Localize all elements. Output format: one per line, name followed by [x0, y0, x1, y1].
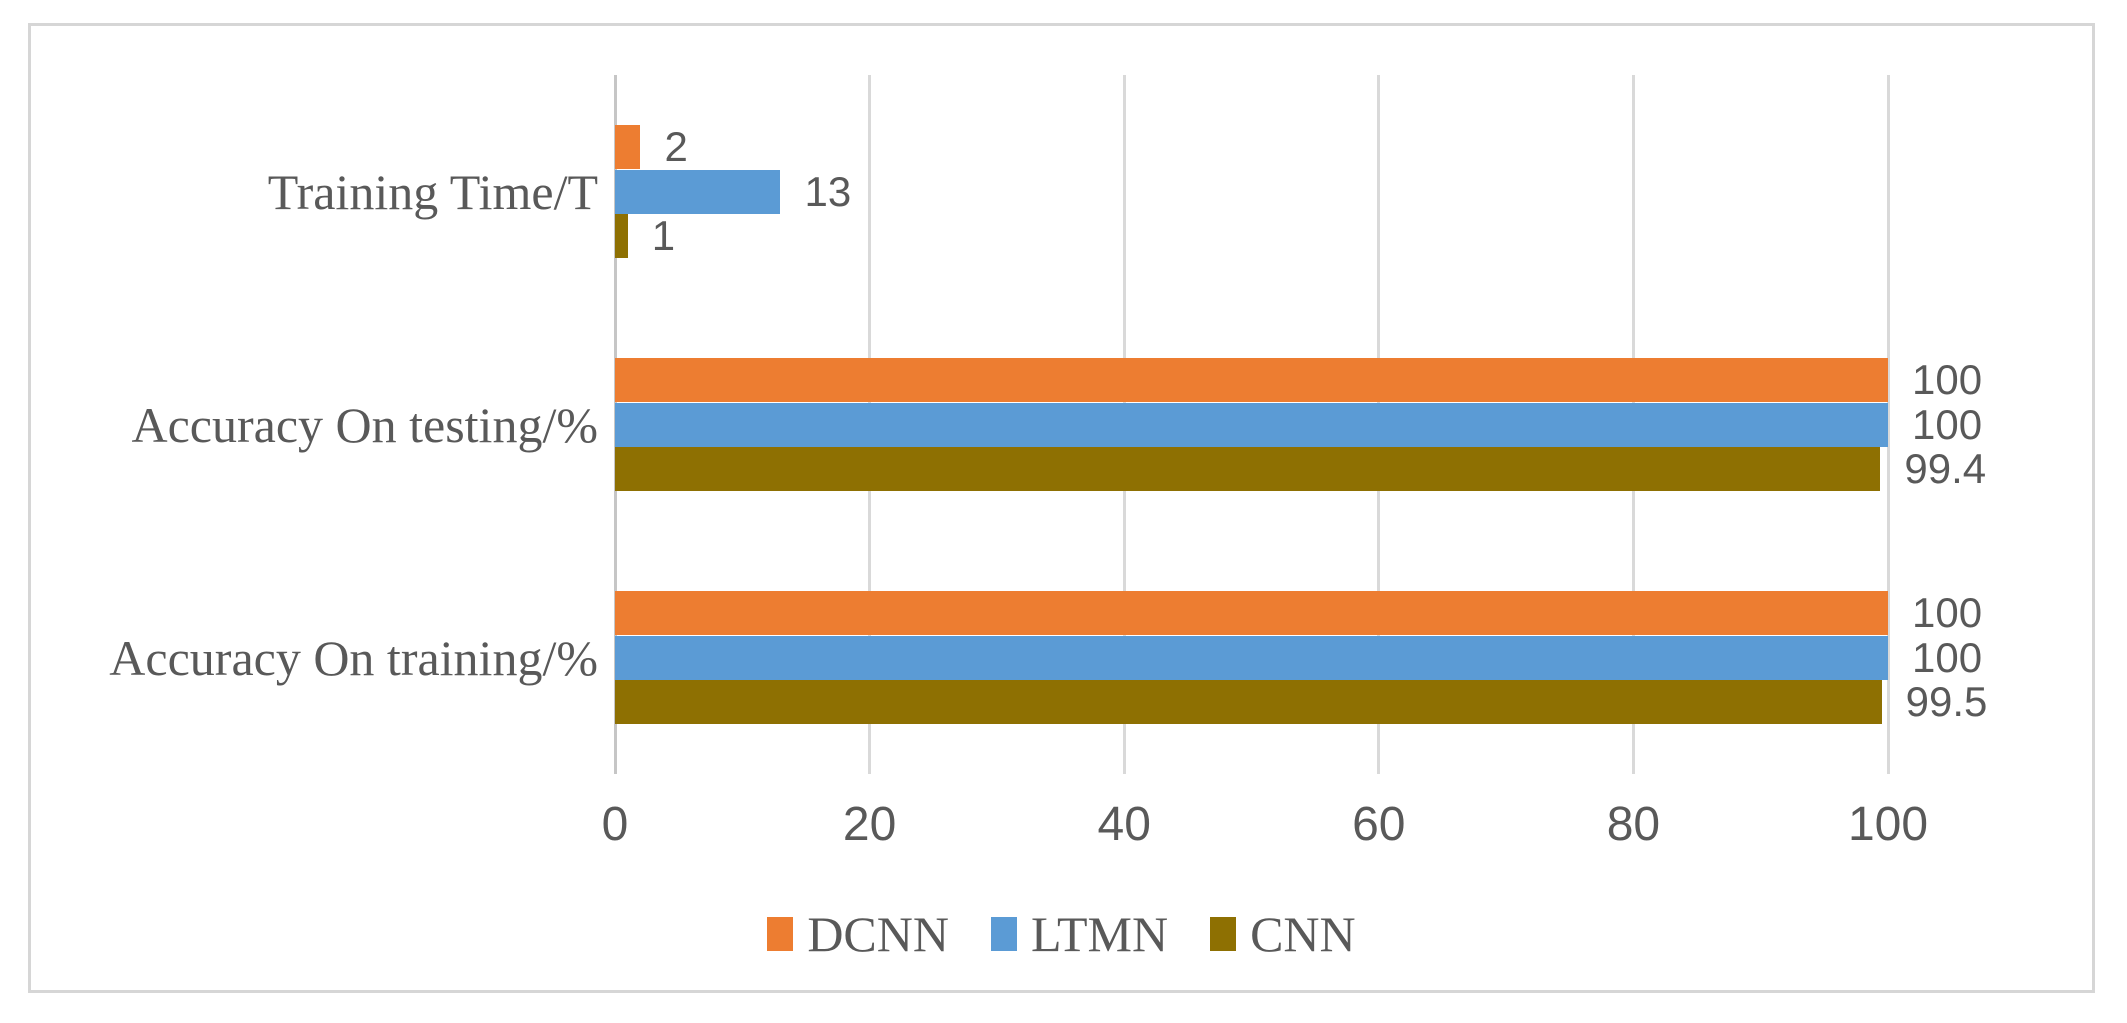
bar-cnn	[615, 680, 1882, 724]
x-tick-label: 0	[601, 798, 629, 851]
legend-item-ltmn: LTMN	[991, 906, 1168, 962]
legend-swatch-dcnn	[767, 917, 794, 951]
bar-cnn	[615, 447, 1881, 491]
x-tick-label: 80	[1606, 798, 1661, 851]
data-label-ltmn: 13	[804, 167, 852, 215]
bar-ltmn	[615, 635, 1888, 680]
category-label: Accuracy On training/%	[109, 629, 598, 686]
bar-dcnn	[615, 125, 641, 169]
data-label-dcnn: 100	[1912, 356, 1983, 403]
x-tick-label: 100	[1847, 798, 1929, 851]
data-label-cnn: 99.5	[1905, 678, 1988, 725]
legend-swatch-ltmn	[991, 917, 1018, 951]
data-label-dcnn: 100	[1912, 589, 1983, 636]
bar-ltmn	[615, 402, 1888, 447]
data-label-ltmn: 100	[1912, 400, 1983, 448]
x-tick-label: 40	[1097, 798, 1151, 851]
legend-item-cnn: CNN	[1210, 906, 1356, 962]
legend-swatch-cnn	[1210, 917, 1237, 951]
data-label-cnn: 1	[651, 212, 676, 259]
bar-ltmn	[615, 169, 781, 214]
figure-border	[28, 23, 2095, 993]
data-label-ltmn: 100	[1912, 633, 1983, 681]
legend-label-cnn: CNN	[1250, 906, 1356, 962]
bar-dcnn	[615, 358, 1888, 402]
data-label-dcnn: 2	[664, 123, 688, 170]
legend-item-dcnn: DCNN	[767, 906, 949, 962]
bar-dcnn	[615, 591, 1888, 635]
category-label: Training Time/T	[267, 163, 598, 220]
legend-label-ltmn: LTMN	[1031, 906, 1169, 962]
chart-legend: DCNN LTMN CNN	[28, 904, 2095, 964]
data-label-cnn: 99.4	[1904, 445, 1987, 492]
gridline	[1886, 75, 1890, 774]
x-tick-label: 20	[842, 798, 897, 851]
x-tick-label: 60	[1352, 798, 1406, 851]
category-label: Accuracy On testing/%	[131, 396, 598, 453]
legend-label-dcnn: DCNN	[807, 906, 950, 962]
bar-cnn	[615, 214, 628, 258]
